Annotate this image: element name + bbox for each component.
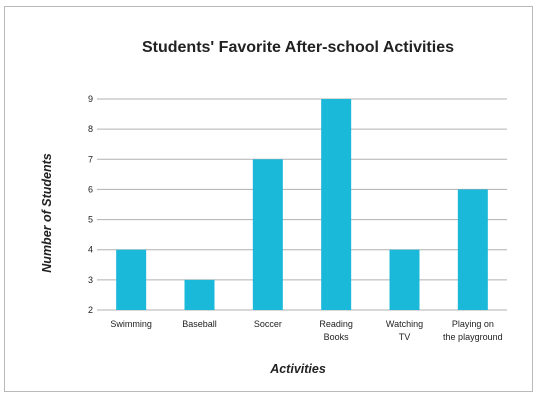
y-tick-label: 2 [88,305,93,315]
chart-frame [4,6,533,392]
x-category-label: Soccer [254,319,282,329]
bars [116,99,488,310]
y-tick-label: 3 [88,275,93,285]
x-axis-label: Activities [269,362,326,376]
gridlines [97,98,507,311]
bar [184,279,215,310]
x-category-label: Baseball [182,319,217,329]
y-tick-label: 6 [88,184,93,194]
y-tick-label: 9 [88,94,93,104]
bar [457,189,488,310]
y-tick-label: 4 [88,245,93,255]
y-tick-label: 7 [88,154,93,164]
x-category-label: Playing on the playground [443,319,503,342]
chart-title: Students' Favorite After-school Activiti… [142,39,454,56]
y-tick-labels: 2 3 4 5 6 7 8 9 [88,94,93,315]
x-category-label: Reading Books [319,319,353,342]
bar [252,159,283,310]
bar [321,99,352,310]
x-category-label: Swimming [110,319,152,329]
y-tick-label: 5 [88,215,93,225]
y-tick-label: 8 [88,124,93,134]
x-category-label: Watching TV [386,319,423,342]
bar [389,249,420,310]
y-axis-label: Number of Students [40,153,54,272]
bar [116,249,147,310]
x-category-labels: Swimming Baseball Soccer Reading Books Watchi… [110,319,502,342]
